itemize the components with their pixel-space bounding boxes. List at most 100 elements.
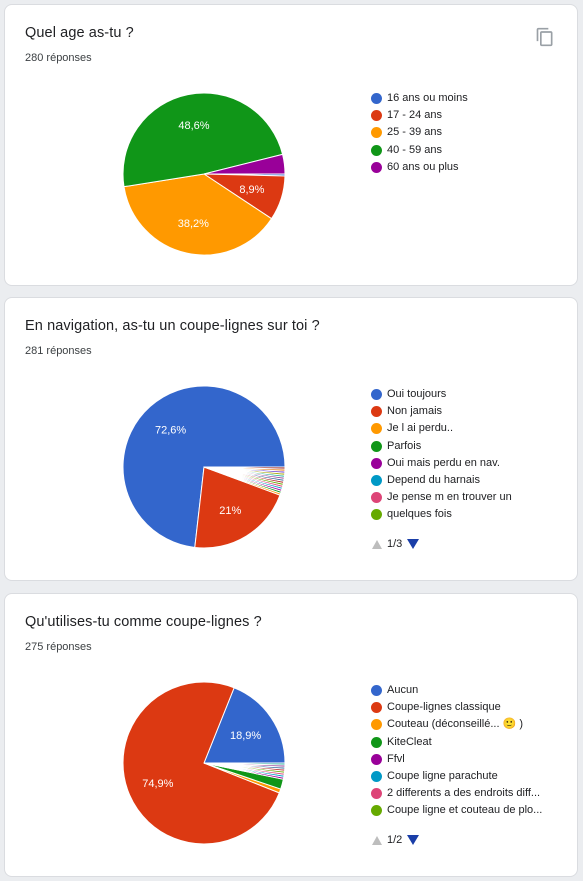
chart-card-coupe-lignes: Qu'utilises-tu comme coupe-lignes ? 275 … — [4, 593, 578, 877]
legend-swatch — [371, 440, 382, 452]
chart-legend: Oui toujours Non jamais Je l ai perdu.. Par… — [371, 386, 512, 524]
legend-item-aucun[interactable]: Aucun — [371, 682, 542, 699]
response-count: 275 réponses — [25, 641, 92, 653]
pie-data-label-25-39-ans: 38,2% — [178, 218, 209, 230]
legend-label: 16 ans ou moins — [387, 92, 468, 104]
legend-item-ffvl[interactable]: Ffvl — [371, 751, 542, 768]
legend-label: KiteCleat — [387, 735, 432, 748]
legend-swatch — [371, 492, 382, 504]
pie-data-label-non-jamais: 21% — [219, 505, 241, 517]
pie-data-label-aucun: 18,9% — [230, 730, 261, 742]
legend-swatch — [371, 93, 382, 104]
legend-item-je-l-ai-perdu[interactable]: Je l ai perdu.. — [371, 420, 512, 437]
pie-slice-aucun[interactable] — [203, 687, 286, 764]
legend-pager: 1/3 — [372, 538, 420, 550]
legend-item-kitecleat[interactable]: KiteCleat — [371, 734, 542, 751]
legend-item-16-ans-ou-moins[interactable]: 16 ans ou moins — [371, 90, 468, 107]
legend-label: Non jamais — [387, 405, 443, 418]
legend-swatch — [371, 753, 382, 765]
chart-legend: 16 ans ou moins 17 - 24 ans 25 - 39 ans 40 … — [371, 90, 468, 176]
legend-swatch — [371, 457, 382, 469]
legend-label: Je pense m en trouver un — [387, 491, 512, 504]
legend-swatch — [371, 474, 382, 486]
pie-slice-40-59-ans[interactable] — [122, 92, 284, 188]
legend-pager: 1/2 — [372, 834, 420, 846]
pie-slice-extra-15[interactable] — [203, 466, 286, 470]
chart-card-age: Quel age as-tu ? 280 réponses 8,9% 38,2% 4… — [4, 4, 578, 286]
pager-label: 1/2 — [387, 834, 403, 846]
legend-item-oui-toujours[interactable]: Oui toujours — [371, 386, 512, 403]
legend-swatch — [371, 788, 382, 800]
legend-swatch — [371, 161, 382, 173]
chart-legend: Aucun Coupe-lignes classique Couteau (déco… — [371, 682, 542, 820]
legend-label: Coupe ligne et couteau de plo... — [387, 804, 543, 817]
legend-swatch — [371, 805, 382, 817]
response-count: 281 réponses — [25, 345, 92, 357]
legend-item-60-ans-ou-plus[interactable]: 60 ans ou plus — [371, 159, 468, 176]
question-title: Quel age as-tu ? — [25, 25, 134, 41]
pie-data-label-coupe-lignes-classique: 74,9% — [142, 778, 173, 790]
legend-item-2-differents-a-des-endroits-diff[interactable]: 2 differents a des endroits diff... — [371, 785, 542, 802]
legend-swatch — [371, 389, 382, 400]
pager-next-button[interactable] — [407, 539, 420, 549]
legend-swatch — [371, 770, 382, 782]
pie-chart: 72,6% 21% — [122, 385, 286, 549]
question-title: Qu'utilises-tu comme coupe-lignes ? — [25, 614, 262, 630]
legend-swatch — [371, 719, 382, 731]
pager-prev-button[interactable] — [372, 539, 382, 549]
legend-item-coupe-ligne-parachute[interactable]: Coupe ligne parachute — [371, 768, 542, 785]
pie-slice-coupe-lignes-classique[interactable] — [122, 681, 280, 845]
pie-data-label-17-24-ans: 8,9% — [239, 184, 264, 196]
pie-chart: 8,9% 38,2% 48,6% — [122, 92, 286, 256]
legend-item-quelques-fois[interactable]: quelques fois — [371, 506, 512, 523]
chart-card-navigation: En navigation, as-tu un coupe-lignes sur… — [4, 297, 578, 581]
legend-label: Coupe ligne parachute — [387, 769, 498, 782]
legend-swatch — [371, 144, 382, 156]
pie-chart: 18,9% 74,9% — [122, 681, 286, 845]
pie-slice-25-39-ans[interactable] — [123, 173, 273, 256]
legend-swatch — [371, 702, 382, 714]
legend-label: 2 differents a des endroits diff... — [387, 787, 541, 800]
pager-next-button[interactable] — [407, 835, 420, 845]
legend-item-oui-mais-perdu-en-nav[interactable]: Oui mais perdu en nav. — [371, 455, 512, 472]
legend-swatch — [371, 685, 382, 696]
legend-swatch — [371, 509, 382, 521]
response-count: 280 réponses — [25, 52, 92, 64]
legend-item-je-pense-m-en-trouver-un[interactable]: Je pense m en trouver un — [371, 489, 512, 506]
legend-item-parfois[interactable]: Parfois — [371, 438, 512, 455]
pie-slice-extra-11[interactable] — [203, 762, 286, 766]
pie-slice-60-ans-ou-plus[interactable] — [203, 153, 286, 175]
pie-slice-non-jamais[interactable] — [194, 466, 281, 549]
legend-label: 25 - 39 ans — [387, 126, 443, 139]
legend-label: Couteau (déconseillé... 🙂 ) — [387, 718, 523, 731]
legend-swatch — [371, 406, 382, 418]
legend-label: Oui toujours — [387, 388, 447, 400]
legend-item-25-39-ans[interactable]: 25 - 39 ans — [371, 124, 468, 141]
legend-item-coupe-ligne-et-couteau-de-plo[interactable]: Coupe ligne et couteau de plo... — [371, 802, 542, 819]
legend-label: 60 ans ou plus — [387, 160, 459, 173]
legend-label: Depend du harnais — [387, 473, 480, 486]
legend-label: Oui mais perdu en nav. — [387, 456, 500, 469]
question-title: En navigation, as-tu un coupe-lignes sur… — [25, 318, 320, 334]
legend-item-couteau-de-conseille[interactable]: Couteau (déconseillé... 🙂 ) — [371, 716, 542, 733]
legend-label: quelques fois — [387, 508, 452, 521]
pager-label: 1/3 — [387, 538, 403, 550]
legend-item-coupe-lignes-classique[interactable]: Coupe-lignes classique — [371, 699, 542, 716]
legend-label: Aucun — [387, 684, 419, 696]
legend-item-non-jamais[interactable]: Non jamais — [371, 403, 512, 420]
legend-swatch — [371, 736, 382, 748]
copy-icon[interactable] — [535, 27, 555, 47]
pie-data-label-40-59-ans: 48,6% — [178, 120, 209, 132]
legend-label: Parfois — [387, 439, 422, 452]
pie-data-label-oui-toujours: 72,6% — [155, 425, 186, 437]
legend-item-17-24-ans[interactable]: 17 - 24 ans — [371, 107, 468, 124]
legend-label: Ffvl — [387, 752, 405, 765]
legend-label: Coupe-lignes classique — [387, 701, 501, 714]
legend-label: 40 - 59 ans — [387, 143, 443, 156]
legend-item-depend-du-harnais[interactable]: Depend du harnais — [371, 472, 512, 489]
legend-label: Je l ai perdu.. — [387, 422, 454, 435]
legend-swatch — [371, 423, 382, 435]
pager-prev-button[interactable] — [372, 835, 382, 845]
legend-label: 17 - 24 ans — [387, 109, 443, 122]
legend-item-40-59-ans[interactable]: 40 - 59 ans — [371, 142, 468, 159]
